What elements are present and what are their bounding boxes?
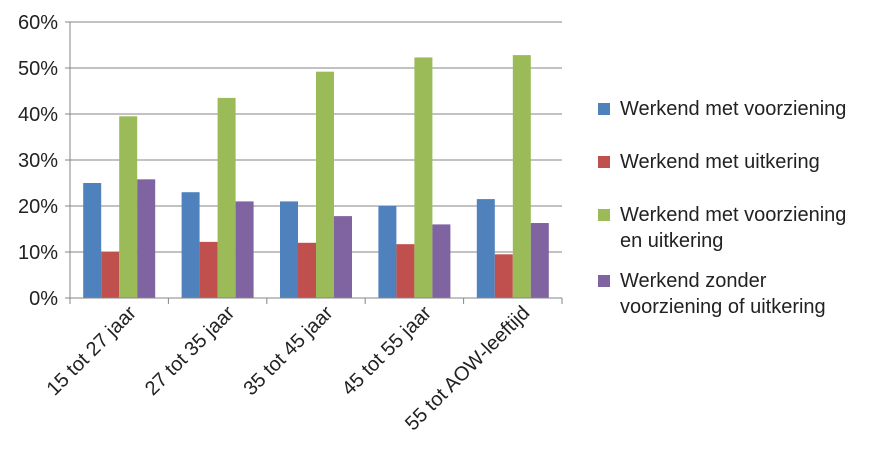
x-tick-label: 35 tot 45 jaar bbox=[239, 302, 337, 400]
bar-2-3 bbox=[298, 242, 316, 298]
y-tick-label: 40% bbox=[18, 104, 58, 126]
y-tick-label: 60% bbox=[18, 12, 58, 34]
legend-swatch bbox=[598, 103, 610, 115]
legend-item-1: Werkend met voorziening bbox=[598, 96, 878, 122]
bar-3-1 bbox=[119, 116, 138, 298]
y-tick-label: 50% bbox=[18, 58, 58, 80]
y-tick-label: 0% bbox=[29, 288, 58, 310]
bar-3-4 bbox=[414, 57, 433, 298]
bar-2-2 bbox=[199, 241, 218, 298]
bar-2-4 bbox=[396, 244, 415, 298]
bar-4-2 bbox=[235, 201, 254, 298]
bar-1-1 bbox=[83, 183, 102, 298]
x-axis: 15 tot 27 jaar 27 tot 35 jaar 35 tot 45 ja… bbox=[43, 297, 563, 435]
legend-swatch bbox=[598, 275, 610, 287]
legend-item-2: Werkend met uitkering bbox=[598, 149, 878, 175]
bar-3-5 bbox=[512, 55, 531, 299]
y-tick-label: 30% bbox=[18, 150, 58, 172]
bars bbox=[83, 55, 549, 299]
legend-label: Werkend zonder voorziening of uitkering bbox=[620, 270, 826, 318]
x-tick-label: 27 tot 35 jaar bbox=[141, 302, 239, 400]
bar-1-3 bbox=[280, 201, 298, 298]
legend-item-3: Werkend met voorziening en uitkering bbox=[598, 202, 878, 254]
bar-4-4 bbox=[432, 224, 451, 298]
y-tick-label: 20% bbox=[18, 196, 58, 218]
bar-4-1 bbox=[137, 179, 156, 298]
x-tick-label: 15 tot 27 jaar bbox=[43, 302, 141, 400]
bar-4-5 bbox=[530, 223, 549, 298]
y-tick-label: 10% bbox=[18, 242, 58, 264]
bar-3-2 bbox=[217, 97, 236, 299]
bar-4-3 bbox=[334, 216, 352, 298]
legend-swatch bbox=[598, 209, 610, 221]
bar-3-3 bbox=[316, 71, 334, 299]
legend-label: Werkend met voorziening en uitkering bbox=[620, 204, 847, 252]
legend-item-4: Werkend zonder voorziening of uitkering bbox=[598, 268, 878, 320]
bar-2-5 bbox=[494, 254, 513, 298]
bar-1-2 bbox=[181, 192, 200, 298]
y-axis: 0% 10% 20% 30% 40% 50% 60% bbox=[18, 12, 71, 310]
bar-1-4 bbox=[378, 206, 397, 298]
legend-label: Werkend met uitkering bbox=[620, 151, 820, 173]
bar-2-1 bbox=[101, 252, 120, 298]
legend-swatch bbox=[598, 156, 610, 168]
legend: Werkend met voorziening Werkend met uitke… bbox=[598, 96, 878, 347]
legend-label: Werkend met voorziening bbox=[620, 98, 847, 120]
bar-1-5 bbox=[476, 199, 495, 298]
x-tick-label: 45 tot 55 jaar bbox=[338, 302, 436, 400]
